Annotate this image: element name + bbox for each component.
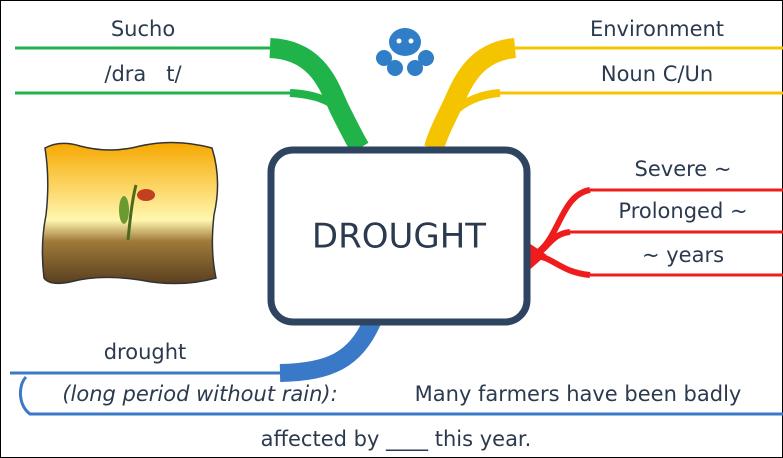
octopus-icon bbox=[376, 28, 434, 76]
node-text: Noun C/Un bbox=[601, 62, 713, 86]
node-text: ~ years bbox=[642, 243, 724, 267]
center-label: DROUGHT bbox=[312, 217, 486, 257]
node-text: Severe ~ bbox=[635, 157, 732, 181]
page: DROUGHT Sucho /dra t/ Environment Noun C… bbox=[0, 0, 783, 458]
example: affected by ____ this year. bbox=[261, 427, 532, 452]
definition: (long period without rain): bbox=[62, 382, 337, 406]
drought-picture bbox=[42, 142, 217, 283]
example: Many farmers have been badly bbox=[415, 382, 742, 406]
mind-map: DROUGHT Sucho /dra t/ Environment Noun C… bbox=[0, 0, 783, 458]
node-text: Environment bbox=[590, 17, 724, 41]
node-text: Prolonged ~ bbox=[618, 199, 747, 223]
node-text: Sucho bbox=[111, 17, 175, 41]
node-text: drought bbox=[104, 340, 187, 364]
node-text: /dra t/ bbox=[104, 62, 182, 86]
green-branch bbox=[15, 48, 360, 148]
